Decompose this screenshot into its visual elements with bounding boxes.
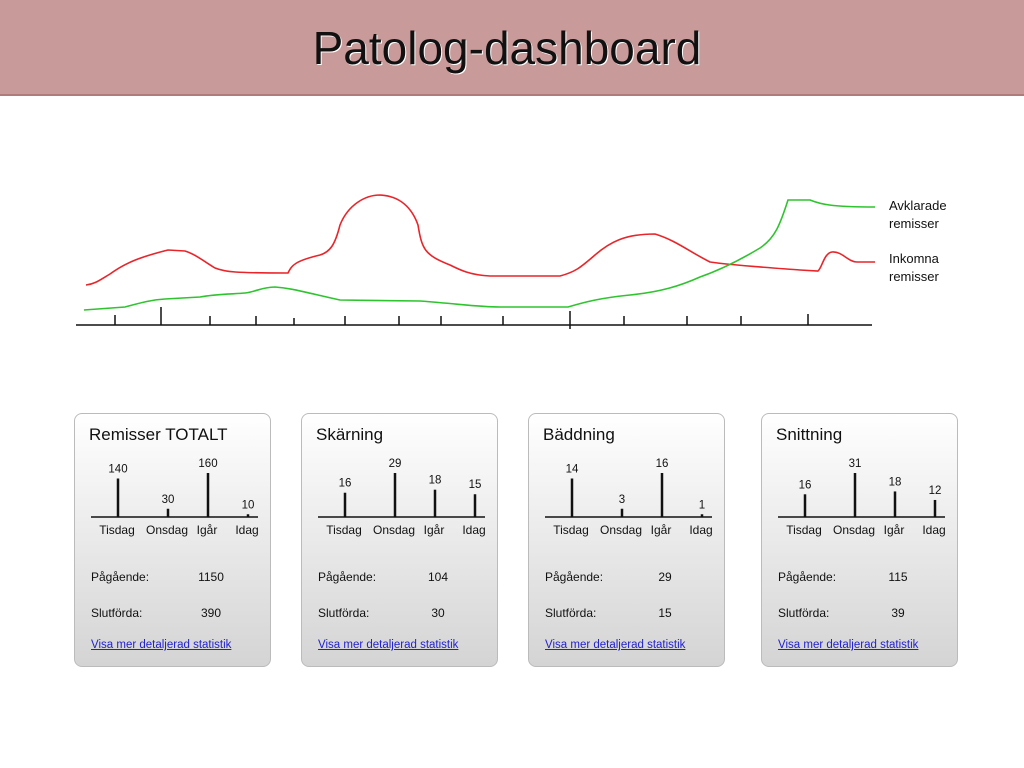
category-label: Igår (884, 523, 905, 537)
value-label: 18 (429, 475, 442, 487)
ongoing-label: Pågående: (545, 570, 604, 584)
mini-chart: 16 Tisdag 29 Onsdag 18 Igår 15 Idag (318, 458, 486, 537)
value-label: 160 (198, 458, 217, 470)
completed-line (83, 199, 876, 311)
incoming-line (85, 194, 875, 286)
category-label: Idag (689, 523, 712, 537)
ongoing-label: Pågående: (318, 570, 377, 584)
card-title: Snittning (776, 425, 843, 444)
value-label: 15 (469, 479, 482, 491)
value-label: 29 (389, 458, 402, 470)
category-label: Tisdag (786, 523, 822, 537)
category-label: Idag (235, 523, 258, 537)
value-label: 31 (849, 458, 862, 470)
category-label: Onsdag (373, 523, 415, 537)
details-link[interactable]: Visa mer detaljerad statistik (91, 639, 232, 651)
stat-card: Bäddning 14 Tisdag 3 Onsdag 16 Igår 1 Idag Pågåen… (528, 413, 725, 667)
done-label: Slutförda: (318, 606, 370, 620)
ongoing-label: Pågående: (91, 570, 150, 584)
page-title: Patolog-dashboard (312, 22, 702, 74)
legend-completed: Avklarade remisser (889, 198, 947, 231)
value-label: 16 (656, 458, 669, 470)
category-label: Igår (651, 523, 672, 537)
category-label: Tisdag (326, 523, 362, 537)
ongoing-value: 104 (427, 570, 449, 584)
done-value: 30 (431, 606, 445, 620)
mini-chart: 16 Tisdag 31 Onsdag 18 Igår 12 Idag (778, 458, 946, 537)
category-label: Tisdag (99, 523, 135, 537)
time-axis (76, 307, 872, 329)
value-label: 3 (619, 494, 625, 506)
done-label: Slutförda: (545, 606, 597, 620)
category-label: Idag (462, 523, 485, 537)
mini-chart: 140 Tisdag 30 Onsdag 160 Igår 10 Idag (91, 458, 259, 537)
details-link[interactable]: Visa mer detaljerad statistik (545, 639, 686, 651)
done-value: 390 (200, 606, 222, 620)
value-label: 16 (799, 479, 812, 491)
legend-incoming: Inkomna remisser (889, 251, 939, 284)
value-label: 140 (108, 464, 127, 476)
done-value: 15 (658, 606, 672, 620)
category-label: Onsdag (833, 523, 875, 537)
ongoing-value: 115 (888, 570, 908, 584)
details-link[interactable]: Visa mer detaljerad statistik (318, 639, 459, 651)
value-label: 1 (699, 499, 705, 511)
value-label: 18 (889, 476, 902, 488)
category-label: Igår (197, 523, 218, 537)
value-label: 14 (566, 464, 579, 476)
done-label: Slutförda: (778, 606, 830, 620)
category-label: Onsdag (600, 523, 642, 537)
category-label: Idag (922, 523, 945, 537)
card-title: Remisser TOTALT (89, 425, 228, 444)
done-label: Slutförda: (91, 606, 143, 620)
ongoing-label: Pågående: (778, 570, 837, 584)
details-link[interactable]: Visa mer detaljerad statistik (778, 639, 919, 651)
value-label: 10 (242, 499, 255, 511)
ongoing-value: 29 (658, 570, 672, 584)
value-label: 16 (339, 478, 352, 490)
ongoing-value: 1150 (198, 570, 224, 584)
stat-card: Remisser TOTALT 140 Tisdag 30 Onsdag 160 Igår 1… (74, 413, 271, 667)
stat-card: Skärning 16 Tisdag 29 Onsdag 18 Igår 15 Idag Pågå… (301, 413, 498, 667)
card-title: Skärning (316, 425, 384, 444)
category-label: Igår (424, 523, 445, 537)
overview-chart (76, 194, 876, 329)
stat-card: Snittning 16 Tisdag 31 Onsdag 18 Igår 12 Idag Påg… (761, 413, 958, 667)
header: Patolog-dashboard (0, 0, 1024, 96)
category-label: Tisdag (553, 523, 589, 537)
done-value: 39 (891, 606, 905, 620)
mini-chart: 14 Tisdag 3 Onsdag 16 Igår 1 Idag (545, 458, 713, 537)
category-label: Onsdag (146, 523, 188, 537)
card-title: Bäddning (543, 425, 615, 444)
value-label: 30 (162, 494, 175, 506)
value-label: 12 (929, 485, 942, 497)
